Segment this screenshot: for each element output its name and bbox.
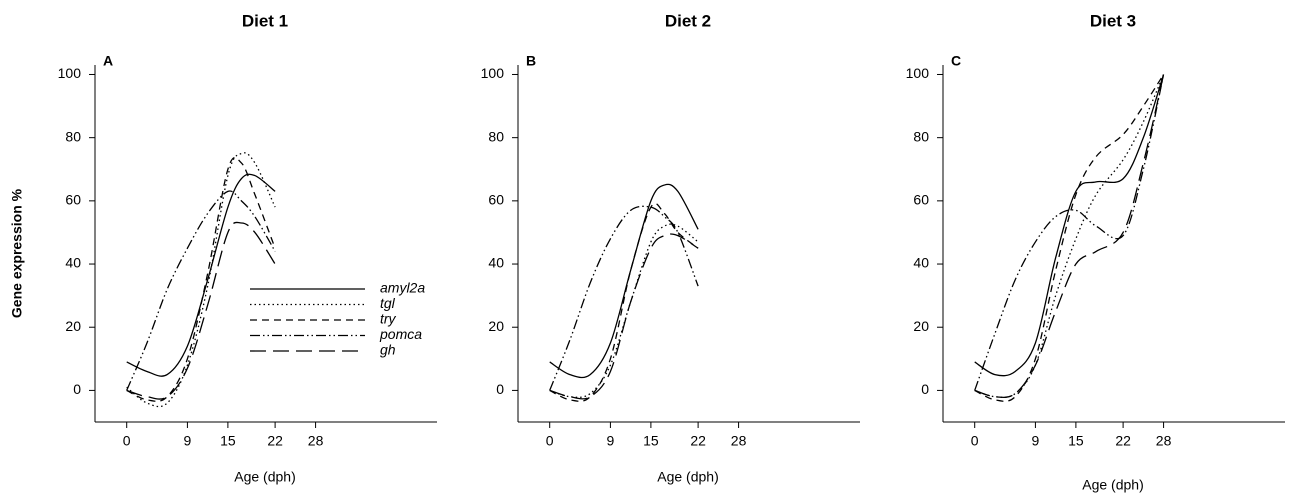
series-line: [126, 173, 276, 377]
panel-title: Diet 2: [665, 11, 711, 30]
series-line: [549, 233, 699, 400]
legend-label: gh: [380, 342, 396, 358]
x-axis-label: Age (dph): [234, 469, 295, 485]
series-line: [974, 74, 1165, 391]
x-tick-label: 15: [643, 433, 659, 449]
panel-label: A: [103, 53, 113, 69]
y-tick-label: 100: [58, 65, 82, 81]
y-tick-label: 40: [488, 255, 504, 271]
series-line: [126, 156, 276, 402]
x-tick-label: 0: [123, 433, 131, 449]
series-line: [974, 74, 1165, 398]
legend-label: tgl: [380, 295, 396, 311]
y-tick-label: 80: [913, 128, 929, 144]
y-tick-label: 60: [65, 192, 81, 208]
x-axis-label: Age (dph): [1082, 477, 1143, 493]
series-line: [549, 205, 699, 391]
y-tick-label: 0: [73, 381, 81, 397]
legend-label: pomca: [379, 326, 422, 342]
y-tick-label: 0: [921, 381, 929, 397]
y-tick-label: 20: [913, 318, 929, 334]
y-tick-label: 0: [496, 381, 504, 397]
y-tick-label: 80: [488, 128, 504, 144]
x-tick-label: 22: [1115, 433, 1131, 449]
y-tick-label: 20: [65, 318, 81, 334]
series-line: [549, 223, 699, 398]
x-tick-label: 22: [690, 433, 706, 449]
series-line: [974, 74, 1165, 377]
legend-label: amyl2a: [380, 280, 425, 296]
y-tick-label: 60: [913, 192, 929, 208]
y-tick-label: 40: [913, 255, 929, 271]
x-tick-label: 15: [1068, 433, 1084, 449]
series-line: [126, 190, 276, 391]
x-tick-label: 9: [1032, 433, 1040, 449]
x-tick-label: 0: [971, 433, 979, 449]
series-line: [549, 183, 699, 379]
x-tick-label: 9: [607, 433, 615, 449]
series-line: [974, 74, 1165, 398]
legend-label: try: [380, 311, 397, 327]
x-tick-label: 9: [184, 433, 192, 449]
x-axis-label: Age (dph): [657, 469, 718, 485]
series-line: [974, 74, 1165, 402]
series-line: [126, 152, 276, 408]
x-tick-label: 28: [1156, 433, 1172, 449]
panel-label: C: [951, 53, 961, 69]
y-tick-label: 100: [481, 65, 505, 81]
panel-title: Diet 1: [242, 11, 288, 30]
y-axis-label: Gene expression %: [9, 188, 25, 318]
y-tick-label: 20: [488, 318, 504, 334]
panel-title: Diet 3: [1090, 11, 1136, 30]
x-tick-label: 28: [731, 433, 747, 449]
y-tick-label: 60: [488, 192, 504, 208]
series-line: [549, 202, 699, 402]
y-tick-label: 100: [906, 65, 930, 81]
series-line: [126, 221, 276, 400]
x-tick-label: 15: [220, 433, 236, 449]
x-tick-label: 0: [546, 433, 554, 449]
panel-label: B: [526, 53, 536, 69]
x-tick-label: 22: [267, 433, 283, 449]
y-tick-label: 80: [65, 128, 81, 144]
y-tick-label: 40: [65, 255, 81, 271]
x-tick-label: 28: [308, 433, 324, 449]
